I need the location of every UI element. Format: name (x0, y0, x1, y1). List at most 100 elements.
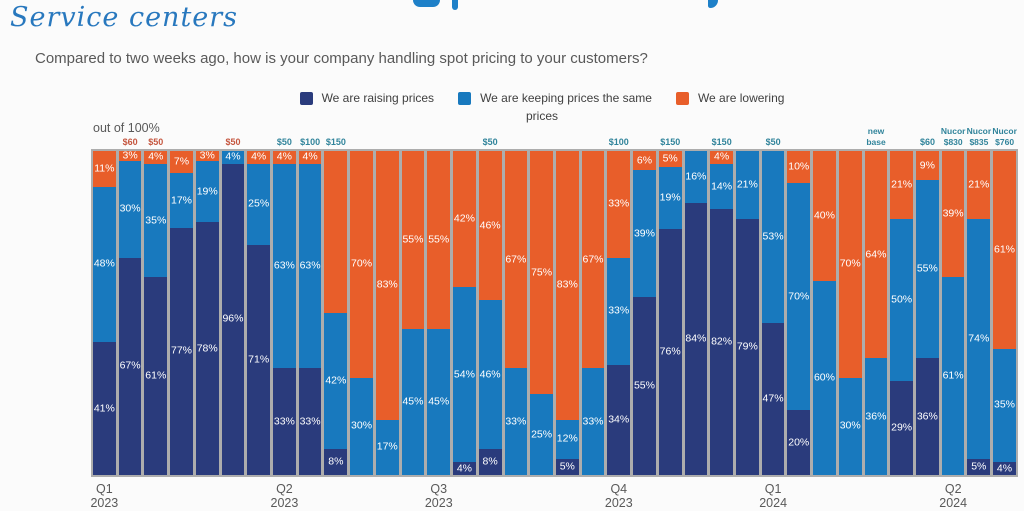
segment-value-label: 61% (942, 369, 964, 382)
segment-keeping (684, 151, 708, 203)
bar-column: 67% 33% (504, 151, 528, 475)
segment-value-label: 8% (328, 455, 344, 468)
segment-keeping (427, 329, 451, 475)
bar-column: 3% 19% 78% (195, 149, 219, 475)
bar-column: 67% 33% (581, 151, 605, 475)
segment-value-label: 10% (788, 160, 810, 173)
segment-value-label: 42% (453, 212, 475, 225)
segment-value-label: 4% (251, 150, 267, 163)
segment-value-label: 71% (248, 353, 270, 366)
segment-lowering (890, 151, 913, 220)
quarter-tick-label: Q1 2024 (759, 482, 788, 510)
bar-column: 55% 45% (401, 151, 425, 475)
price-annotation: $60 (122, 137, 138, 147)
segment-value-label: 25% (248, 197, 270, 210)
segment-lowering (633, 151, 656, 171)
segment-value-label: 67% (119, 359, 141, 372)
segment-raising (93, 342, 116, 475)
segment-raising (916, 358, 939, 475)
segment-lowering (401, 151, 425, 330)
segment-lowering (478, 151, 502, 301)
segment-lowering (427, 151, 451, 330)
segment-value-label: 34% (608, 413, 630, 426)
price-annotation: $50 (148, 137, 164, 147)
bar-column: 4% 96% (221, 151, 245, 475)
out-of-100-label: out of 100% (93, 121, 160, 135)
bar-column: 11% 48% 41% (93, 151, 116, 475)
segment-value-label: 33% (608, 304, 630, 317)
segment-value-label: 33% (582, 415, 604, 428)
segment-value-label: 4% (148, 150, 164, 163)
segment-keeping (787, 183, 811, 411)
segment-raising (453, 462, 476, 475)
segment-raising (607, 364, 631, 475)
segment-lowering (607, 151, 631, 258)
segment-keeping (247, 163, 271, 245)
price-annotation: $100 (608, 137, 629, 147)
segment-keeping (890, 219, 913, 382)
segment-value-label: 11% (94, 162, 115, 175)
segment-value-label: 35% (994, 398, 1016, 411)
segment-lowering (581, 151, 605, 369)
segment-value-label: 55% (428, 233, 450, 246)
segment-value-label: 5% (559, 460, 575, 473)
segment-keeping (607, 257, 631, 365)
segment-value-label: 7% (173, 155, 190, 168)
price-annotation: $60 (919, 137, 935, 147)
segment-value-label: 17% (376, 440, 398, 453)
segment-keeping (298, 163, 322, 369)
segment-value-label: 30% (119, 202, 141, 215)
segment-value-label: 75% (531, 266, 553, 278)
segment-value-label: 4% (996, 462, 1013, 475)
segment-value-label: 39% (633, 227, 655, 240)
segment-value-label: 3% (199, 149, 215, 162)
segment-raising (787, 410, 811, 475)
segment-keeping (221, 151, 245, 164)
bar-column: 42% 8% (324, 151, 348, 475)
legend-label-lowering-wrapped-word: prices (525, 109, 558, 123)
segment-keeping (633, 170, 656, 297)
segment-value-label: 54% (453, 368, 475, 381)
legend-label-raising: We are raising prices (321, 91, 435, 105)
segment-keeping (530, 394, 553, 475)
segment-value-label: 45% (428, 395, 450, 408)
segment-value-label: 5% (662, 152, 678, 165)
segment-raising (247, 244, 271, 475)
segment-value-label: 70% (839, 257, 861, 270)
segment-raising (324, 449, 348, 475)
segment-lowering (247, 151, 271, 164)
bar-column: 53% 47% (761, 151, 785, 475)
bar-column: 4% 63% 33% (273, 151, 296, 475)
segment-raising (633, 296, 656, 475)
segment-value-label: 60% (813, 371, 835, 384)
segment-value-label: 67% (505, 253, 527, 266)
segment-lowering (658, 151, 682, 168)
bar-column: 39% 61% (941, 151, 965, 475)
bar-column: 46% 46% 8% (478, 151, 502, 476)
segment-value-label: 70% (351, 257, 373, 270)
segment-value-label: 33% (505, 415, 527, 428)
segment-value-label: 47% (762, 392, 784, 405)
price-annotation: new base (866, 126, 886, 147)
segment-lowering (453, 151, 476, 288)
segment-value-label: 4% (302, 150, 318, 163)
segment-value-label: 21% (891, 178, 913, 191)
bar-column: 70% 30% (350, 151, 373, 475)
quarter-tick-label: Q3 2023 (424, 482, 453, 510)
segment-lowering (916, 151, 939, 181)
bar-column: 42% 54% 4% (453, 151, 476, 475)
segment-raising (555, 458, 579, 475)
bar-column: 7% 17% 77% (170, 151, 193, 475)
segment-keeping (658, 167, 682, 229)
price-annotation: Nucor $760 (992, 126, 1017, 147)
bar-column: 4% 25% 71% (247, 150, 271, 475)
segment-value-label: 78% (196, 342, 218, 355)
segment-raising (144, 277, 168, 475)
segment-lowering (144, 151, 168, 164)
bar-column: 83% 17% (375, 151, 399, 475)
segment-value-label: 6% (636, 154, 653, 167)
segment-value-label: 21% (736, 178, 758, 191)
segment-value-label: 63% (273, 259, 295, 272)
segment-keeping (195, 160, 219, 223)
bar-column: 6% 39% 55% (633, 151, 656, 475)
